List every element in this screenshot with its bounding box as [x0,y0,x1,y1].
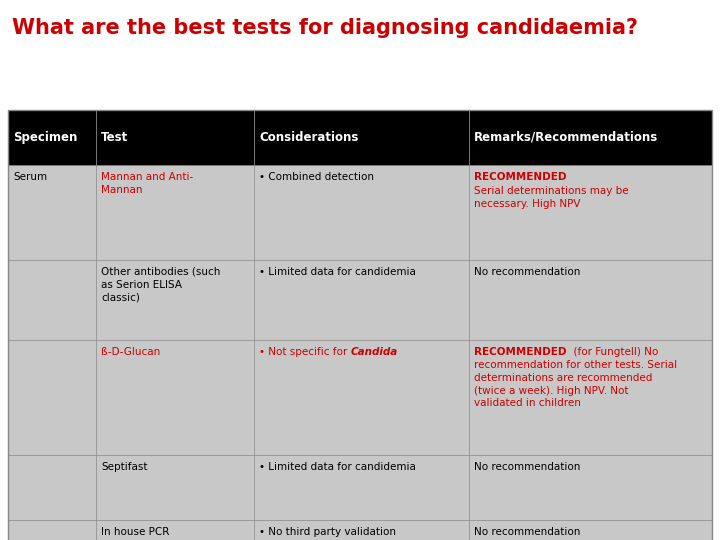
Text: Candida: Candida [351,347,398,357]
Text: No recommendation: No recommendation [474,267,580,277]
Text: Remarks/Recommendations: Remarks/Recommendations [474,131,658,144]
Text: Septifast: Septifast [101,462,148,472]
Bar [469,110,712,165]
Text: Other antibodies (such
as Serion ELISA
classic): Other antibodies (such as Serion ELISA c… [101,267,220,302]
Text: ß-D-Glucan: ß-D-Glucan [101,347,161,357]
Bar [8,110,712,540]
Text: In house PCR: In house PCR [101,527,169,537]
Bar [96,110,254,165]
Text: Specimen: Specimen [13,131,77,144]
Text: • Limited data for candidemia: • Limited data for candidemia [259,462,416,472]
Bar [254,110,469,165]
Text: RECOMMENDED: RECOMMENDED [474,172,567,182]
Text: No recommendation: No recommendation [474,462,580,472]
Text: • No third party validation
   data available: • No third party validation data availab… [259,527,397,540]
Bar [8,110,712,540]
Bar [8,110,96,165]
Text: (for Fungtell) No: (for Fungtell) No [567,347,658,357]
Text: Considerations: Considerations [259,131,359,144]
Text: recommendation for other tests. Serial
determinations are recommended
(twice a w: recommendation for other tests. Serial d… [474,360,678,408]
Text: What are the best tests for diagnosing candidaemia?: What are the best tests for diagnosing c… [12,18,638,38]
Text: Mannan and Anti-
Mannan: Mannan and Anti- Mannan [101,172,193,195]
Text: • Not specific for: • Not specific for [259,347,351,357]
Text: No recommendation: No recommendation [474,527,580,537]
Text: Serial determinations may be
necessary. High NPV: Serial determinations may be necessary. … [474,186,629,209]
Text: • Combined detection: • Combined detection [259,172,374,182]
Text: RECOMMENDED: RECOMMENDED [474,347,567,357]
Text: Serum: Serum [13,172,47,182]
Text: Test: Test [101,131,128,144]
Text: • Limited data for candidemia: • Limited data for candidemia [259,267,416,277]
